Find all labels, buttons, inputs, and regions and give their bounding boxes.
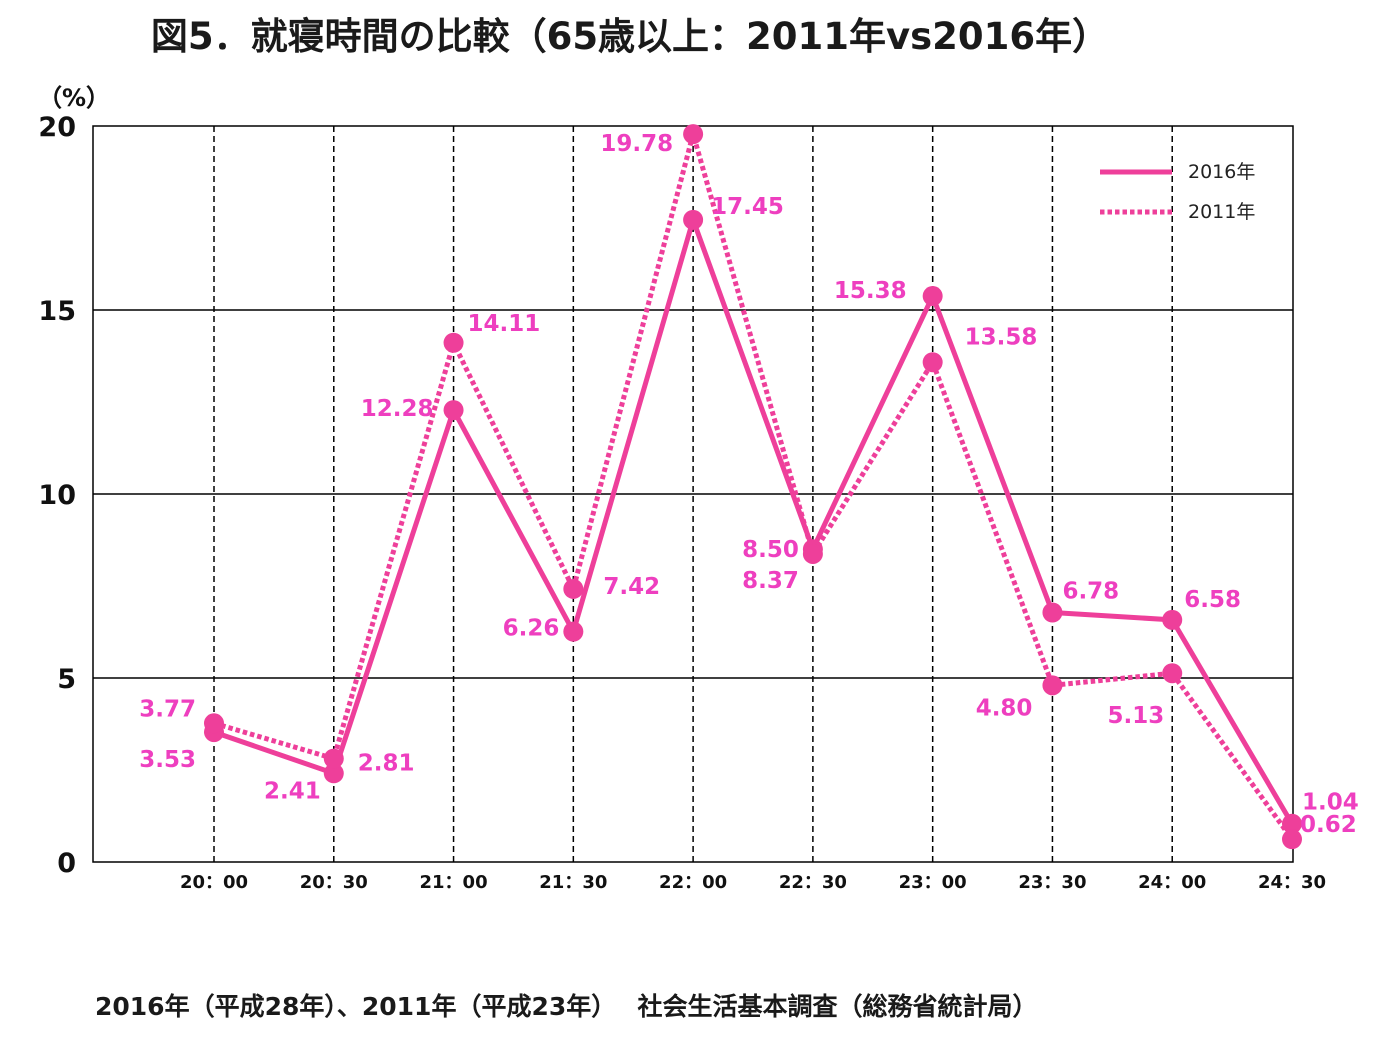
data-label: 15.38 — [834, 278, 907, 304]
data-label: 17.45 — [711, 194, 784, 220]
chart-title: 図5．就寝時間の比較（65歳以上：2011年vs2016年） — [150, 15, 1110, 58]
x-tick-label: 20：00 — [180, 872, 248, 893]
data-label: 3.77 — [139, 696, 196, 722]
y-unit-label: （%） — [38, 84, 110, 112]
y-tick-label: 0 — [57, 848, 76, 879]
data-label: 0.62 — [1300, 812, 1357, 838]
data-point — [563, 621, 584, 642]
data-point — [443, 332, 464, 353]
data-label: 6.78 — [1062, 578, 1119, 604]
x-tick-label: 24：00 — [1138, 872, 1206, 893]
x-tick-label: 21：30 — [539, 872, 607, 893]
data-point — [1282, 829, 1302, 850]
data-point — [563, 578, 584, 599]
data-point — [1162, 663, 1183, 684]
legend-label: 2016年 — [1188, 161, 1255, 183]
data-point — [323, 748, 344, 769]
data-label: 7.42 — [603, 574, 660, 600]
data-point — [683, 124, 704, 145]
y-tick-label: 20 — [38, 112, 76, 143]
data-point — [1042, 602, 1063, 623]
data-label: 6.58 — [1184, 587, 1241, 613]
y-tick-label: 10 — [38, 480, 76, 511]
source-note: 2016年（平成28年）、2011年（平成23年） 社会生活基本調査（総務省統計… — [95, 992, 1038, 1021]
data-label: 8.37 — [742, 568, 799, 594]
data-label: 3.53 — [139, 747, 196, 773]
data-label: 13.58 — [965, 324, 1038, 350]
data-label: 2.41 — [264, 778, 321, 804]
data-point — [204, 713, 224, 734]
data-label: 14.11 — [468, 311, 541, 337]
data-label: 8.50 — [742, 537, 799, 563]
legend: 2016年 2011年 — [1100, 161, 1255, 223]
data-point — [1282, 813, 1302, 834]
grid-layer — [92, 125, 1294, 863]
data-label: 19.78 — [600, 131, 673, 157]
data-point — [323, 763, 344, 784]
y-tick-label: 15 — [38, 296, 76, 327]
data-label: 12.28 — [361, 396, 434, 422]
x-tick-label: 24：30 — [1258, 872, 1326, 893]
data-point — [1042, 675, 1063, 696]
data-point — [922, 286, 943, 307]
x-tick-label: 20：30 — [300, 872, 368, 893]
series-layer — [204, 124, 1302, 850]
x-tick-label: 23：30 — [1018, 872, 1086, 893]
legend-label: 2011年 — [1188, 201, 1255, 223]
data-label: 2.81 — [358, 751, 415, 777]
data-point — [443, 400, 464, 421]
data-point — [922, 352, 943, 373]
x-tick-label: 23：00 — [899, 872, 967, 893]
series-line-dotted — [213, 131, 1295, 841]
data-point — [802, 543, 823, 564]
data-label: 6.26 — [503, 616, 560, 642]
axis-layer: 0 5 10 15 20（%） 20：00 20：30 21：00 21：30 22：00 22：3… — [38, 84, 1326, 893]
data-point — [1162, 609, 1183, 630]
data-label: 4.80 — [976, 695, 1033, 721]
y-tick-label: 5 — [57, 664, 76, 695]
data-label-layer: 3.53 2.41 12.28 6.26 17.45 8.50 15.38 6.78 6.58 1… — [139, 131, 1359, 838]
series-line-solid — [213, 217, 1295, 825]
data-label: 1.04 — [1302, 790, 1359, 816]
x-tick-label: 22：30 — [779, 872, 847, 893]
data-label: 5.13 — [1107, 703, 1164, 729]
x-tick-label: 22：00 — [659, 872, 727, 893]
data-point — [683, 209, 704, 230]
x-tick-label: 21：00 — [420, 872, 488, 893]
